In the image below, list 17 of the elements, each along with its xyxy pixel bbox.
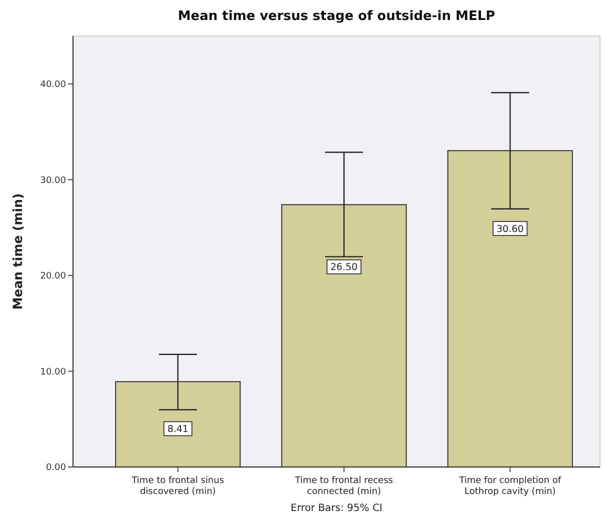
- x-tick-label: Time to frontal recess connected (min): [294, 476, 394, 497]
- y-axis-title: Mean time (min): [10, 193, 25, 310]
- x-tick-label: Time to frontal sinus discovered (min): [130, 476, 224, 497]
- bar: [281, 204, 407, 468]
- bar: [115, 381, 241, 468]
- annotation: 8.41: [167, 424, 188, 436]
- x-tick-label: Time for completion of Lothrop cavity (min): [458, 476, 562, 497]
- y-tick-label: 20.00: [40, 272, 66, 282]
- annotation: 26.50: [330, 262, 358, 274]
- y-tick-label: 10.00: [40, 367, 66, 378]
- y-tick-label: 0.00: [46, 463, 66, 474]
- y-tick-label: 40.00: [40, 80, 66, 90]
- bar: [447, 150, 573, 468]
- annotation: 30.60: [496, 224, 524, 235]
- text: Error Bars: 95% CI: [290, 503, 382, 514]
- y-tick-label: 30.00: [40, 176, 66, 186]
- chart-title: Mean time versus stage of outside-in MELP: [178, 9, 496, 24]
